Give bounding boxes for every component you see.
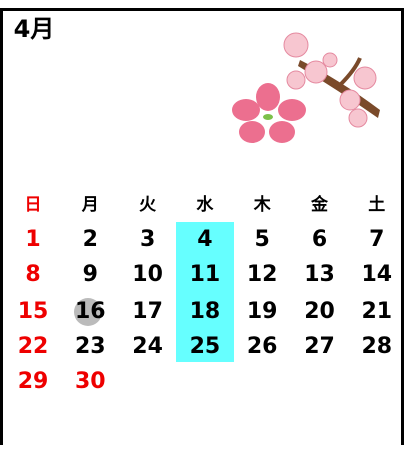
weekday: 木 [253,194,272,215]
day: 11 [190,262,221,287]
day: 26 [247,334,278,359]
day: 20 [304,299,335,324]
day: 6 [312,227,327,252]
week-highlight [176,222,234,362]
month-title: 4月 [14,15,55,43]
day: 19 [247,299,278,324]
frame-top [0,8,404,11]
day: 1 [25,227,40,252]
day: 13 [304,262,335,287]
weekday: 日 [25,195,42,215]
day: 23 [75,334,106,359]
frame-left [0,8,3,445]
day: 27 [304,334,335,359]
weekday: 土 [368,194,385,215]
day: 3 [140,227,155,252]
frame-right [401,8,404,445]
day: 22 [18,334,49,359]
day: 29 [18,369,49,394]
day: 7 [369,227,384,252]
weekday: 火 [139,195,157,215]
day: 10 [132,262,163,287]
day: 18 [190,299,221,324]
day: 5 [255,227,270,252]
day: 21 [361,299,392,324]
day: 24 [132,334,163,359]
day: 2 [83,227,98,252]
day: 4 [197,227,212,252]
today-marker [74,298,102,326]
weekday: 水 [196,194,214,215]
weekday: 金 [310,194,329,215]
day: 14 [361,262,392,287]
day: 30 [75,369,106,394]
weekday: 月 [81,195,99,215]
day: 9 [83,262,98,287]
day: 12 [247,262,278,287]
day: 16 [75,299,106,324]
cherry-blossom [232,32,380,143]
day: 28 [361,334,392,359]
day: 15 [18,299,49,324]
day: 8 [25,262,40,287]
day: 17 [132,299,163,324]
day: 25 [190,334,221,359]
